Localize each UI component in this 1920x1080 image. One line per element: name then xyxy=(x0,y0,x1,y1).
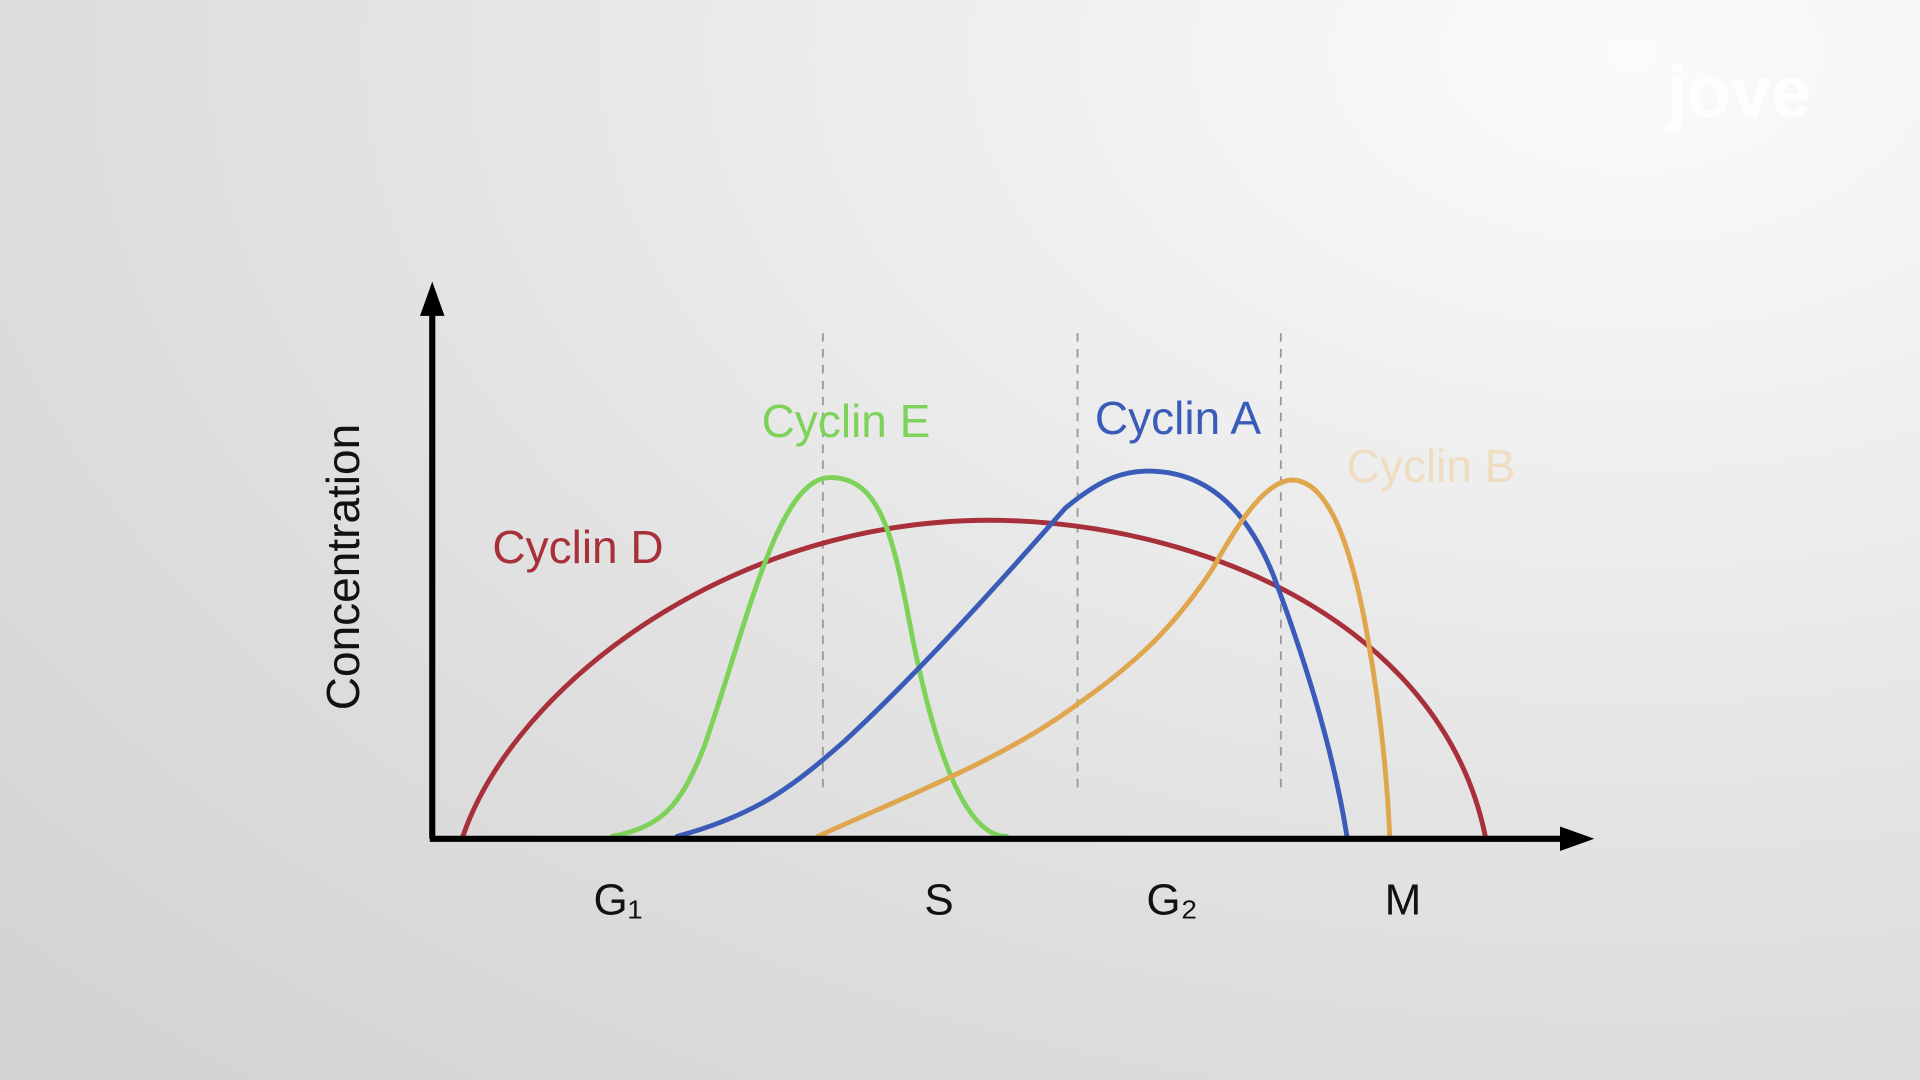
x-arrow xyxy=(1560,826,1595,852)
curve-label: Cyclin E xyxy=(762,395,931,447)
phase-label: M xyxy=(1385,876,1422,925)
cyclin-e-curve xyxy=(609,475,1009,839)
phase-label: G₁ xyxy=(593,876,642,925)
cyclin-a-curve xyxy=(674,468,1350,839)
curve-label: Cyclin B xyxy=(1347,440,1516,492)
plot xyxy=(420,281,1595,852)
phase-label: G₂ xyxy=(1146,876,1197,925)
phase-dividers xyxy=(821,333,1282,794)
cyclin-b-curve xyxy=(815,477,1393,839)
axes xyxy=(429,306,1568,842)
y-axis-label: Concentration xyxy=(317,424,369,710)
curve-label: Cyclin D xyxy=(492,521,663,573)
logo: jove xyxy=(1665,53,1811,133)
phase-label: S xyxy=(924,876,953,925)
y-arrow xyxy=(420,281,445,316)
curve-label: Cyclin A xyxy=(1095,392,1261,444)
cyclin-d-curve xyxy=(460,517,1488,839)
